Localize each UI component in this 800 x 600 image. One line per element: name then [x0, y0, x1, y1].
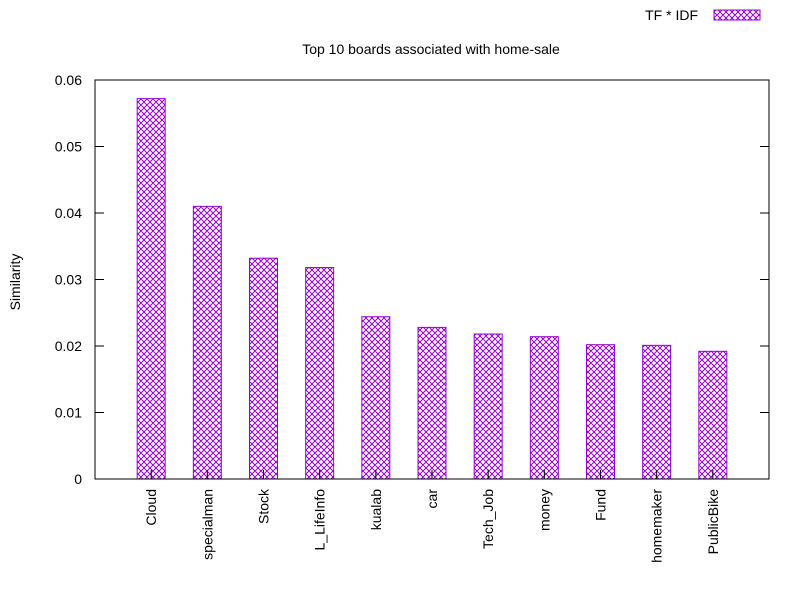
y-axis-label: Similarity: [7, 254, 23, 311]
plot-frame: [94, 79, 770, 480]
bar-cloud: [136, 98, 166, 480]
legend-label: TF * IDF: [645, 7, 698, 23]
bar-kualab: [361, 316, 391, 480]
bar-specialman: [192, 205, 222, 480]
x-tick-label: Tech_Job: [480, 489, 496, 549]
x-tick-label: PublicBike: [705, 489, 721, 555]
x-tick-label: L_LifeInfo: [312, 489, 328, 551]
y-axis-ticks: 0 0.01 0.02 0.03 0.04 0.05 0.06: [55, 72, 769, 487]
x-tick-label: car: [424, 489, 440, 509]
x-tick-label: Fund: [593, 489, 609, 521]
legend: TF * IDF: [645, 7, 761, 23]
x-axis-labels: Cloud specialman Stock L_LifeInfo kualab car T…: [143, 470, 721, 563]
bars: [136, 98, 728, 480]
legend-swatch: [713, 9, 761, 21]
bar-fund: [586, 344, 615, 480]
y-tick-label: 0.06: [55, 72, 82, 88]
y-tick-label: 0.04: [55, 205, 82, 221]
bar-homemaker: [642, 344, 672, 480]
x-tick-label: kualab: [368, 489, 384, 530]
x-tick-label: Cloud: [143, 489, 159, 526]
x-tick-label: specialman: [199, 489, 215, 560]
chart-title: Top 10 boards associated with home-sale: [302, 41, 560, 57]
y-tick-label: 0.01: [55, 405, 82, 421]
y-tick-label: 0.02: [55, 338, 82, 354]
x-tick-label: homemaker: [649, 489, 665, 563]
bar-tech-job: [473, 333, 503, 480]
y-tick-label: 0: [74, 471, 82, 487]
bar-l-lifeinfo: [305, 267, 335, 480]
bar-car: [417, 326, 447, 480]
y-tick-label: 0.05: [55, 139, 82, 155]
bar-money: [529, 336, 559, 480]
x-tick-label: money: [536, 489, 552, 531]
bar-stock: [249, 257, 278, 480]
x-tick-label: Stock: [256, 488, 272, 524]
bar-publicbike: [698, 350, 728, 480]
y-tick-label: 0.03: [55, 272, 82, 288]
